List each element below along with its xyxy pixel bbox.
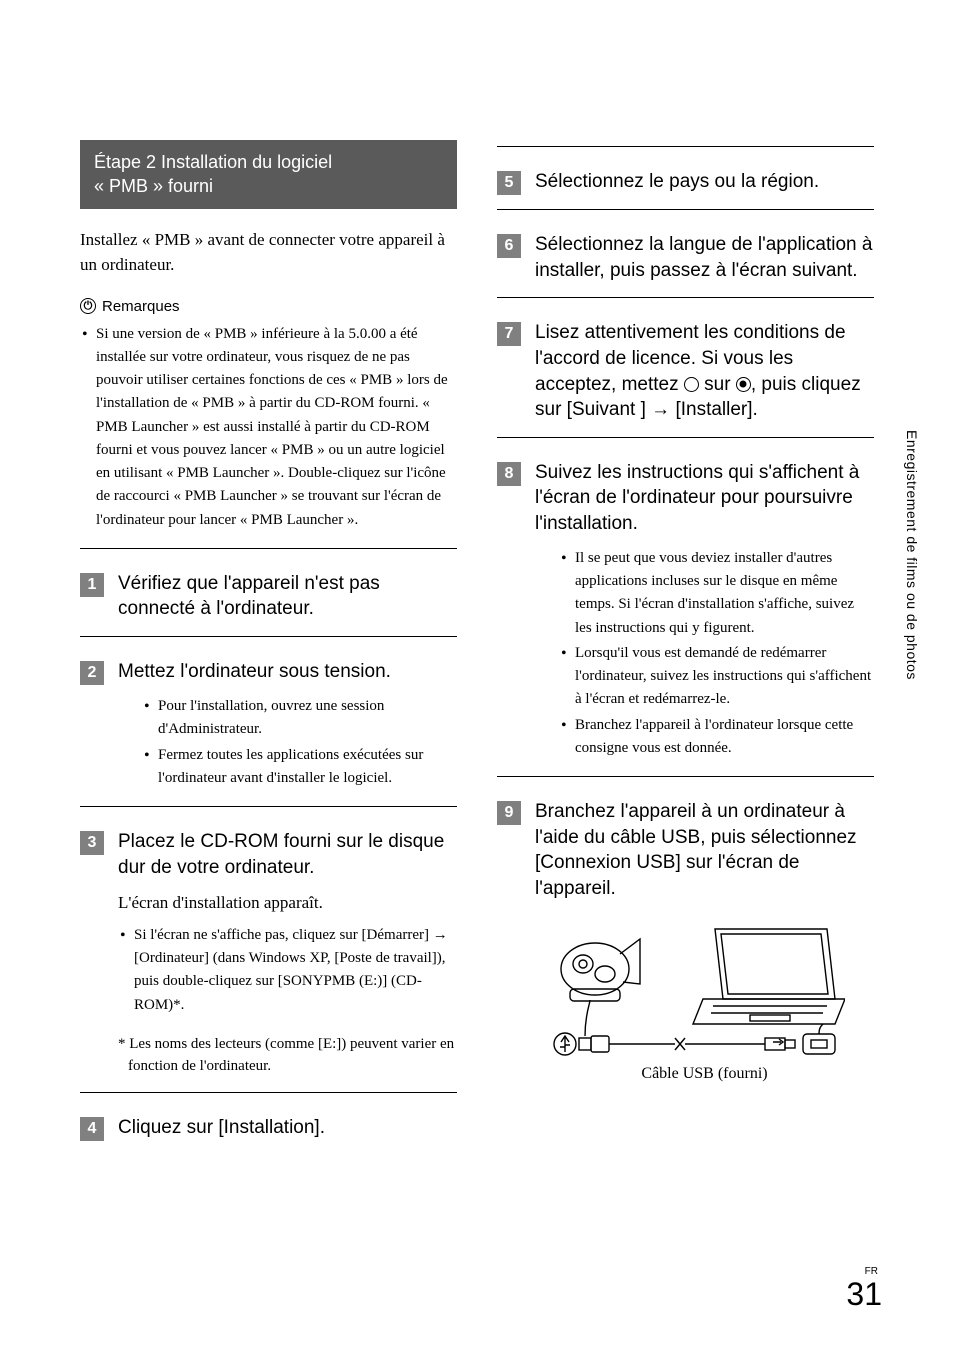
step-number: 3 <box>80 831 104 855</box>
step-5: 5 Sélectionnez le pays ou la région. <box>497 169 874 195</box>
usb-connection-illustration <box>535 914 845 1084</box>
list-item: Lorsqu'il vous est demandé de redémarrer… <box>559 642 874 712</box>
divider <box>497 297 874 298</box>
step-9: 9 Branchez l'appareil à un ordinateur à … <box>497 799 874 1083</box>
section-header-line1: Étape 2 Installation du logiciel <box>94 152 332 172</box>
step-8-bullets: Il se peut que vous deviez installer d'a… <box>559 547 874 760</box>
list-item: Fermez toutes les applications exécutées… <box>142 744 457 791</box>
step-number: 8 <box>497 462 521 486</box>
step-4: 4 Cliquez sur [Installation]. <box>80 1115 457 1141</box>
right-column: 5 Sélectionnez le pays ou la région. 6 S… <box>497 140 874 1155</box>
list-item: Branchez l'appareil à l'ordinateur lorsq… <box>559 714 874 761</box>
step-3: 3 Placez le CD-ROM fourni sur le disque … <box>80 829 457 1078</box>
step-number: 6 <box>497 234 521 258</box>
left-column: Étape 2 Installation du logiciel « PMB »… <box>80 140 457 1155</box>
divider <box>497 209 874 210</box>
step-title: Sélectionnez la langue de l'application … <box>535 232 874 283</box>
divider <box>497 776 874 777</box>
remarques-header: ⏻ Remarques <box>80 298 457 315</box>
divider <box>80 548 457 549</box>
list-item: Il se peut que vous deviez installer d'a… <box>559 547 874 640</box>
step-1: 1 Vérifiez que l'appareil n'est pas conn… <box>80 571 457 622</box>
radio-empty-icon <box>684 377 699 392</box>
remarques-icon: ⏻ <box>80 298 96 314</box>
list-item: Si l'écran ne s'affiche pas, cliquez sur… <box>118 924 457 1017</box>
step-7: 7 Lisez attentivement les conditions de … <box>497 320 874 423</box>
step-title: Branchez l'appareil à un ordinateur à l'… <box>535 799 874 902</box>
step-title: Cliquez sur [Installation]. <box>118 1115 457 1141</box>
step-title: Placez le CD-ROM fourni sur le disque du… <box>118 829 457 880</box>
step-number: 9 <box>497 801 521 825</box>
text: sur <box>699 374 736 395</box>
step-title: Lisez attentivement les conditions de l'… <box>535 320 874 423</box>
radio-selected-icon <box>736 377 751 392</box>
remarques-list: Si une version de « PMB » inférieure à l… <box>80 323 457 532</box>
footnote: * Les noms des lecteurs (comme [E:]) peu… <box>118 1033 457 1078</box>
page-content: Étape 2 Installation du logiciel « PMB »… <box>80 140 874 1155</box>
page-number: 31 <box>846 1276 882 1313</box>
section-header: Étape 2 Installation du logiciel « PMB »… <box>80 140 457 209</box>
step-title: Vérifiez que l'appareil n'est pas connec… <box>118 571 457 622</box>
step-8: 8 Suivez les instructions qui s'affichen… <box>497 460 874 760</box>
step-3-bullets: Si l'écran ne s'affiche pas, cliquez sur… <box>118 924 457 1017</box>
step-number: 2 <box>80 661 104 685</box>
side-section-label: Enregistrement de films ou de photos <box>904 430 920 680</box>
divider <box>80 636 457 637</box>
intro-text: Installez « PMB » avant de connecter vot… <box>80 227 457 278</box>
list-item: Pour l'installation, ouvrez une session … <box>142 695 457 742</box>
divider <box>497 437 874 438</box>
section-header-line2: « PMB » fourni <box>94 176 213 196</box>
step-body-text: L'écran d'installation apparaît. <box>118 890 457 916</box>
divider <box>80 806 457 807</box>
step-number: 5 <box>497 171 521 195</box>
step-number: 1 <box>80 573 104 597</box>
step-title: Mettez l'ordinateur sous tension. <box>118 659 457 685</box>
step-6: 6 Sélectionnez la langue de l'applicatio… <box>497 232 874 283</box>
step-title: Sélectionnez le pays ou la région. <box>535 169 874 195</box>
step-2-bullets: Pour l'installation, ouvrez une session … <box>142 695 457 790</box>
step-title: Suivez les instructions qui s'affichent … <box>535 460 874 537</box>
step-number: 4 <box>80 1117 104 1141</box>
arrow-right-icon: → <box>651 399 670 420</box>
divider <box>497 146 874 147</box>
step-number: 7 <box>497 322 521 346</box>
step-2: 2 Mettez l'ordinateur sous tension. Pour… <box>80 659 457 790</box>
text: [Installer]. <box>670 399 758 420</box>
divider <box>80 1092 457 1093</box>
remarques-label: Remarques <box>102 298 180 315</box>
remarques-bullet: Si une version de « PMB » inférieure à l… <box>80 323 457 532</box>
